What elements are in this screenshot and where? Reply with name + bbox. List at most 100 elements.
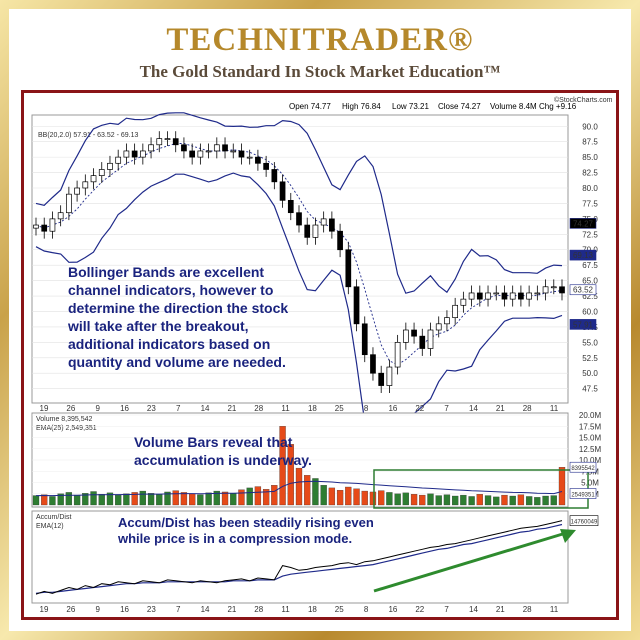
price-tick-label: 85.0 (582, 153, 598, 162)
accum-x-tick-label: 11 (550, 605, 559, 614)
candle-body (468, 292, 475, 300)
volume-bars (32, 426, 566, 506)
volume-bar (41, 494, 48, 506)
price-annotation: Bollinger Bands are excellent channel in… (67, 264, 288, 370)
candle-body (123, 150, 130, 158)
candle-body (509, 292, 516, 300)
accum-marker: 14760049 (569, 515, 599, 526)
price-x-tick-label: 8 (364, 404, 369, 413)
volume-bar (180, 492, 188, 506)
volume-marker-bg (569, 488, 597, 499)
price-marker-label: 69.13 (573, 251, 594, 260)
accum-marker-label: 14760049 (571, 520, 598, 526)
volume-bar (501, 494, 508, 506)
candle-body (148, 144, 154, 152)
accum-x-tick-label: 28 (254, 605, 263, 614)
candle-body (476, 292, 483, 300)
volume-tick-label: 17.5M (579, 422, 602, 431)
price-annotation-line: channel indicators, however to (68, 282, 273, 298)
volume-bar (419, 494, 426, 506)
accum-x-tick-label: 21 (496, 605, 505, 614)
candle-body (156, 138, 163, 146)
candle-body (312, 224, 319, 238)
price-x-tick-label: 19 (40, 404, 49, 413)
accum-x-tick-label: 26 (66, 605, 75, 614)
volume-value: Volume 8.4M (490, 102, 537, 111)
price-tick-label: 72.5 (582, 230, 598, 239)
candle-body (296, 212, 302, 226)
volume-bar (427, 493, 434, 506)
candle-body (435, 323, 442, 331)
accum-x-tick-label: 28 (523, 605, 532, 614)
volume-bar (139, 490, 146, 506)
volume-marker: 8395542 (569, 461, 597, 473)
volume-bar (287, 444, 294, 506)
price-tick-label: 65.0 (582, 277, 598, 286)
volume-bar (378, 490, 385, 506)
candle-body (49, 218, 56, 232)
candle-body (271, 169, 278, 183)
volume-bar (262, 489, 270, 506)
price-x-tick-label: 11 (281, 404, 290, 413)
price-tick-label: 62.5 (582, 292, 598, 301)
candle-body (172, 138, 179, 146)
volume-bar (279, 426, 286, 506)
accum-x-tick-label: 14 (201, 605, 210, 614)
price-x-tick-label: 28 (254, 404, 263, 413)
accum-x-tick-label: 7 (176, 605, 181, 614)
volume-tick-label: 15.0M (579, 434, 602, 443)
volume-marker-label: 2549351 (571, 493, 595, 499)
candle-body (139, 150, 146, 158)
price-marker: 74.27 (569, 218, 597, 229)
price-tick-label: 87.5 (582, 138, 598, 147)
candle-body (41, 224, 48, 232)
volume-bar (402, 492, 409, 506)
price-x-tick-label: 7 (176, 404, 181, 413)
accum-x-tick-label: 19 (40, 605, 49, 614)
candle-body (550, 286, 557, 289)
candle-body (189, 150, 196, 158)
candle-body (115, 156, 122, 164)
price-markers: 74.27 69.13 63.52 57.91 (569, 218, 597, 330)
price-x-tick-label: 18 (308, 404, 317, 413)
volume-marker: 2549351 (569, 488, 597, 499)
volume-annotation-line: accumulation is underway. (134, 452, 312, 468)
price-x-tick-label: 22 (415, 404, 424, 413)
volume-bar (336, 489, 344, 506)
price-annotation-line: Bollinger Bands are excellent (68, 264, 264, 280)
candle-body (98, 169, 105, 177)
candle-body (394, 341, 401, 368)
stock-chart: Open 74.77 High 76.84 Low 73.21 Close 74… (31, 96, 613, 614)
volume-bar (320, 485, 327, 506)
volume-bar (271, 485, 278, 506)
price-tick-label: 47.5 (582, 385, 598, 394)
candle-body (493, 292, 500, 295)
price-tick-label: 90.0 (582, 122, 598, 131)
candle-body (164, 138, 171, 140)
price-marker-bg (569, 284, 597, 296)
price-tick-label: 60.0 (582, 307, 598, 316)
price-tick-label: 52.5 (582, 354, 598, 363)
price-tick-label: 67.5 (582, 261, 598, 270)
accum-x-tick-label: 8 (364, 605, 369, 614)
volume-bar (525, 496, 533, 506)
volume-bar (550, 495, 557, 506)
volume-bar (254, 486, 262, 506)
volume-ema-line (35, 480, 563, 497)
candle-body (279, 181, 286, 201)
candle-body (230, 150, 237, 153)
volume-bar (410, 494, 418, 506)
volume-marker-label: 8395542 (571, 466, 595, 472)
candle-body (304, 224, 311, 238)
price-x-ticks: 19 26 9 16 23 7 14 21 28 11 18 25 8 16 22 7 14 21 28 11 (40, 404, 559, 413)
price-x-tick-label: 23 (147, 404, 156, 413)
accum-x-tick-label: 18 (308, 605, 317, 614)
candle-body (337, 230, 343, 251)
bb-upper-band (35, 112, 563, 294)
accum-x-tick-label: 25 (335, 605, 344, 614)
candle-body (559, 286, 565, 294)
price-x-tick-label: 28 (523, 404, 532, 413)
candle-body (33, 224, 39, 229)
volume-bar (213, 490, 220, 506)
volume-bar (542, 495, 549, 506)
